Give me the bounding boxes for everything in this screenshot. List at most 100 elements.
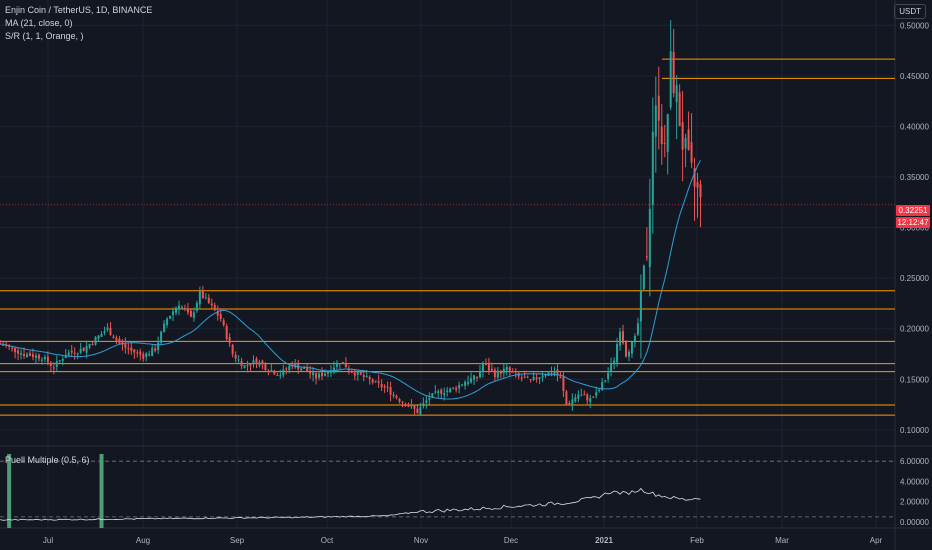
time-axis-label: Mar	[775, 536, 789, 545]
candle-body	[535, 377, 538, 380]
candle-body	[666, 114, 669, 152]
candle-body	[142, 353, 145, 359]
time-axis-label: Sep	[230, 536, 245, 545]
candle-body	[520, 377, 523, 379]
price-axis-label: 0.20000	[900, 325, 929, 334]
candle-body	[359, 370, 362, 375]
candle-body	[461, 384, 464, 386]
candle-body	[52, 367, 55, 369]
candle-body	[252, 360, 255, 364]
candle-body	[687, 129, 690, 150]
candle-body	[73, 352, 76, 354]
candle-body	[192, 312, 195, 318]
candle-body	[428, 398, 431, 400]
candle-body	[327, 371, 329, 374]
candle-body	[210, 303, 213, 306]
candle-body	[595, 392, 598, 396]
indicator-axis-label: 2.00000	[900, 498, 929, 507]
candle-body	[622, 331, 625, 344]
candle-body	[633, 335, 636, 343]
candle-body	[452, 387, 455, 389]
candle-body	[690, 142, 693, 163]
candle-body	[395, 395, 398, 398]
candle-body	[401, 401, 404, 403]
candle-body	[410, 405, 413, 407]
candle-body	[31, 354, 34, 358]
candle-body	[383, 386, 386, 388]
candle-body	[523, 376, 526, 378]
candle-body	[341, 361, 344, 363]
candle-body	[312, 372, 315, 376]
candle-body	[657, 95, 660, 121]
candle-body	[34, 355, 37, 359]
indicator-highlight-bar	[99, 454, 104, 528]
candle-body	[324, 373, 327, 376]
last-price-tag: 0.32251	[896, 205, 930, 216]
candle-body	[338, 363, 341, 365]
candle-body	[484, 363, 487, 365]
indicator-axis-label: 6.00000	[900, 457, 929, 466]
sr-legend: S/R (1, 1, Orange, )	[5, 31, 84, 41]
puell-multiple-line	[0, 487, 701, 521]
candle-body	[61, 358, 64, 361]
candle-body	[580, 394, 583, 396]
candle-body	[17, 350, 20, 354]
candle-body	[300, 368, 303, 371]
candle-body	[654, 105, 657, 137]
candle-body	[26, 354, 29, 357]
candle-body	[160, 331, 163, 343]
candle-body	[91, 343, 94, 345]
time-axis-label: Nov	[414, 536, 428, 545]
candle-body	[154, 348, 157, 351]
candle-body	[183, 307, 186, 310]
candle-body	[279, 375, 282, 377]
candle-body	[419, 407, 422, 415]
candle-body	[502, 368, 505, 374]
candle-body	[49, 362, 52, 367]
candle-body	[219, 313, 222, 319]
candle-body	[29, 353, 31, 356]
candle-body	[651, 131, 654, 205]
candle-body	[431, 393, 434, 398]
candle-body	[377, 381, 380, 383]
candle-body	[285, 368, 288, 370]
candle-body	[625, 341, 627, 357]
candle-body	[589, 398, 592, 402]
candle-body	[115, 337, 118, 341]
candle-body	[514, 370, 517, 373]
candle-body	[309, 370, 312, 374]
candle-body	[437, 391, 440, 394]
time-axis-label: Feb	[690, 536, 704, 545]
time-axis-label: Oct	[321, 536, 334, 545]
candle-body	[198, 290, 201, 305]
ma-legend: MA (21, close, 0)	[5, 18, 73, 28]
candle-body	[449, 388, 452, 393]
candle-body	[464, 381, 467, 386]
candle-body	[696, 182, 699, 188]
candle-body	[118, 338, 121, 344]
candle-body	[67, 352, 70, 356]
candle-body	[216, 311, 219, 316]
candle-body	[416, 408, 419, 414]
currency-badge[interactable]: USDT	[894, 4, 926, 19]
candle-body	[109, 327, 112, 336]
candle-body	[404, 403, 407, 407]
candle-body	[130, 347, 133, 351]
candle-body	[601, 382, 604, 390]
candle-body	[195, 303, 198, 311]
candle-body	[571, 399, 574, 405]
candle-body	[264, 363, 267, 371]
candle-body	[58, 360, 61, 362]
candle-body	[127, 347, 130, 350]
indicator-axis-label: 4.00000	[900, 477, 929, 486]
candle-body	[318, 373, 321, 378]
candle-body	[124, 344, 127, 348]
candle-body	[389, 386, 392, 395]
candle-body	[648, 208, 651, 268]
price-axis-label: 0.45000	[900, 72, 929, 81]
candle-body	[490, 368, 493, 371]
candle-body	[169, 315, 172, 319]
candle-body	[70, 350, 73, 353]
candle-body	[40, 359, 43, 361]
